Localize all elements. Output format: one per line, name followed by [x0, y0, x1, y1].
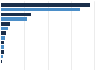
Bar	[1, 50, 4, 54]
Bar	[1, 3, 90, 7]
Bar	[1, 27, 8, 30]
Bar	[1, 55, 3, 58]
Bar	[1, 22, 10, 26]
Bar	[1, 8, 80, 11]
Bar	[1, 60, 2, 63]
Bar	[1, 13, 31, 16]
Bar	[1, 45, 4, 49]
Bar	[1, 41, 4, 44]
Bar	[1, 17, 27, 21]
Bar	[1, 36, 5, 40]
Bar	[1, 31, 6, 35]
